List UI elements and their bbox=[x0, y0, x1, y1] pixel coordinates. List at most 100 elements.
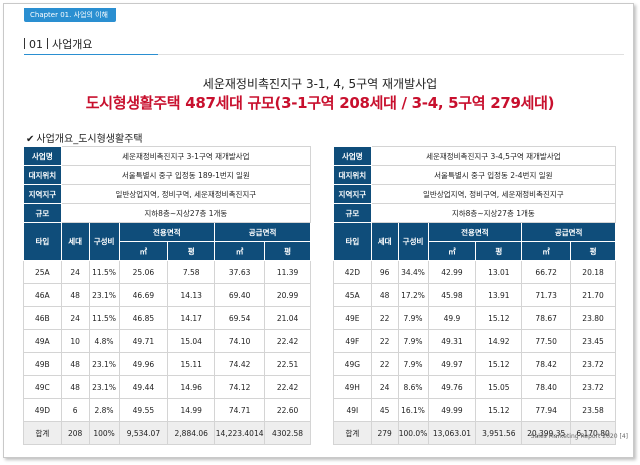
cell-sup-sqm: 78.42 bbox=[521, 352, 572, 376]
cell-ex-sqm: 49.44 bbox=[118, 375, 169, 399]
total-row: 합계 208 100% 9,534.07 2,884.06 14,223.4014 4302… bbox=[23, 421, 311, 445]
cell-ex-sqm: 45.98 bbox=[427, 283, 477, 307]
header-pyeong: 평 bbox=[167, 241, 216, 261]
page-number: 4 bbox=[621, 433, 626, 440]
cell-sup-py: 21.04 bbox=[264, 306, 311, 330]
section-heading: 01 사업개요 bbox=[24, 36, 92, 52]
cell-sup-sqm: 37.63 bbox=[214, 260, 266, 284]
info-value: 지하8층~지상27층 1개동 bbox=[60, 203, 312, 223]
total-ex-py: 2,884.06 bbox=[167, 421, 216, 445]
cell-sup-sqm: 78.67 bbox=[521, 306, 572, 330]
cell-sup-py: 22.51 bbox=[264, 352, 311, 376]
section-number: 01 bbox=[29, 38, 43, 51]
info-label: 지역지구 bbox=[23, 184, 62, 204]
cell-sup-py: 22.60 bbox=[264, 398, 311, 422]
cell-sup-sqm: 69.40 bbox=[214, 283, 266, 307]
header-units: 세대 bbox=[370, 222, 399, 261]
cell-ex-sqm: 49.76 bbox=[427, 375, 477, 399]
cell-ex-sqm: 46.85 bbox=[118, 306, 169, 330]
section-bar-left bbox=[24, 38, 25, 49]
cell-ratio: 2.8% bbox=[88, 398, 120, 422]
info-label: 사업명 bbox=[23, 146, 62, 166]
table-row: 49G 22 7.9% 49.97 15.12 78.42 23.72 bbox=[333, 352, 616, 376]
cell-ratio: 23.1% bbox=[88, 375, 120, 399]
header-exclusive-area: 전용면적 bbox=[118, 222, 216, 242]
cell-ratio: 17.2% bbox=[397, 283, 429, 307]
total-sup-sqm: 20,399.35 bbox=[521, 421, 572, 445]
cell-type: 49B bbox=[23, 352, 62, 376]
cell-ex-py: 14.96 bbox=[167, 375, 216, 399]
cell-sup-py: 23.58 bbox=[570, 398, 616, 422]
table-row: 46A 48 23.1% 46.69 14.13 69.40 20.99 bbox=[23, 283, 311, 307]
cell-ratio: 11.5% bbox=[88, 306, 120, 330]
total-type: 합계 bbox=[23, 421, 62, 445]
cell-ex-sqm: 46.69 bbox=[118, 283, 169, 307]
cell-ratio: 8.6% bbox=[397, 375, 429, 399]
info-value: 일반상업지역, 정비구역, 세운재정비촉진지구 bbox=[60, 184, 312, 204]
cell-type: 49I bbox=[333, 398, 372, 422]
chapter-label: Chapter 01. 사업의 이해 bbox=[30, 11, 108, 19]
cell-type: 25A bbox=[23, 260, 62, 284]
caption-text: 사업개요_도시형생활주택 bbox=[36, 134, 143, 145]
cell-sup-sqm: 77.94 bbox=[521, 398, 572, 422]
cell-units: 22 bbox=[370, 329, 399, 353]
cell-units: 48 bbox=[60, 283, 90, 307]
total-ex-sqm: 9,534.07 bbox=[118, 421, 169, 445]
chapter-tab: Chapter 01. 사업의 이해 bbox=[24, 8, 116, 22]
cell-sup-sqm: 71.73 bbox=[521, 283, 572, 307]
cell-ratio: 7.9% bbox=[397, 329, 429, 353]
table-row: 49I 45 16.1% 49.99 15.12 77.94 23.58 bbox=[333, 398, 616, 422]
table-row: 49H 24 8.6% 49.76 15.05 78.40 23.72 bbox=[333, 375, 616, 399]
header-ratio: 구성비 bbox=[88, 222, 120, 261]
cell-ratio: 16.1% bbox=[397, 398, 429, 422]
section-bar-mid bbox=[47, 38, 48, 49]
cell-ex-py: 14.17 bbox=[167, 306, 216, 330]
cell-ex-py: 14.13 bbox=[167, 283, 216, 307]
cell-ex-py: 14.92 bbox=[475, 329, 523, 353]
info-label: 대지위치 bbox=[23, 165, 62, 185]
total-ratio: 100% bbox=[88, 421, 120, 445]
section-title: 사업개요 bbox=[52, 38, 93, 51]
header-sqm: ㎡ bbox=[214, 241, 266, 261]
cell-sup-sqm: 66.72 bbox=[521, 260, 572, 284]
table-row: 46B 24 11.5% 46.85 14.17 69.54 21.04 bbox=[23, 306, 311, 330]
header-pyeong: 평 bbox=[264, 241, 311, 261]
total-sup-py: 4302.58 bbox=[264, 421, 311, 445]
cell-ex-sqm: 42.99 bbox=[427, 260, 477, 284]
cell-ex-py: 15.05 bbox=[475, 375, 523, 399]
cell-sup-py: 21.70 bbox=[570, 283, 616, 307]
cell-units: 48 bbox=[60, 352, 90, 376]
table-row: 45A 48 17.2% 45.98 13.91 71.73 21.70 bbox=[333, 283, 616, 307]
cell-ratio: 4.8% bbox=[88, 329, 120, 353]
cell-units: 24 bbox=[60, 260, 90, 284]
total-sup-sqm: 14,223.4014 bbox=[214, 421, 266, 445]
header-ratio: 구성비 bbox=[397, 222, 429, 261]
table-row: 49B 48 23.1% 49.96 15.11 74.42 22.51 bbox=[23, 352, 311, 376]
header-sqm: ㎡ bbox=[427, 241, 477, 261]
cell-units: 96 bbox=[370, 260, 399, 284]
info-value: 세운재정비촉진지구 3-4,5구역 재개발사업 bbox=[370, 146, 617, 166]
cell-type: 45A bbox=[333, 283, 372, 307]
info-label: 대지위치 bbox=[333, 165, 372, 185]
cell-ex-sqm: 25.06 bbox=[118, 260, 169, 284]
header-units: 세대 bbox=[60, 222, 90, 261]
table-row: 25A 24 11.5% 25.06 7.58 37.63 11.39 bbox=[23, 260, 311, 284]
header-sqm: ㎡ bbox=[521, 241, 572, 261]
cell-units: 48 bbox=[370, 283, 399, 307]
total-type: 합계 bbox=[333, 421, 372, 445]
info-value: 일반상업지역, 정비구역, 세운재정비촉진지구 bbox=[370, 184, 617, 204]
page-footer: Sales Marketing Report 2020 [4] bbox=[531, 433, 628, 440]
info-value: 지하8층~지상27층 1개동 bbox=[370, 203, 617, 223]
cell-ex-sqm: 49.96 bbox=[118, 352, 169, 376]
header-pyeong: 평 bbox=[475, 241, 523, 261]
cell-units: 6 bbox=[60, 398, 90, 422]
cell-sup-py: 22.42 bbox=[264, 329, 311, 353]
cell-units: 24 bbox=[370, 375, 399, 399]
cell-units: 45 bbox=[370, 398, 399, 422]
cell-sup-py: 23.45 bbox=[570, 329, 616, 353]
info-label: 지역지구 bbox=[333, 184, 372, 204]
cell-ratio: 7.9% bbox=[397, 352, 429, 376]
cell-ex-sqm: 49.99 bbox=[427, 398, 477, 422]
cell-type: 46B bbox=[23, 306, 62, 330]
project-subtitle: 세운재정비촉진지구 3-1, 4, 5구역 재개발사업 bbox=[202, 77, 438, 91]
